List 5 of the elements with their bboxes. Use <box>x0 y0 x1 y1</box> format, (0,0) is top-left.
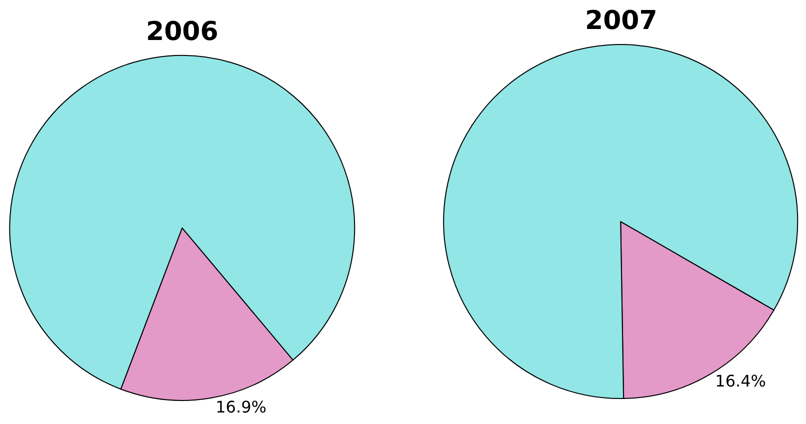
chart-title: 2007 <box>585 6 658 36</box>
data-label: 16.4% <box>715 372 766 391</box>
chart-title: 2006 <box>146 17 218 47</box>
data-label: 16.9% <box>216 398 266 417</box>
pie-slice <box>443 44 798 400</box>
